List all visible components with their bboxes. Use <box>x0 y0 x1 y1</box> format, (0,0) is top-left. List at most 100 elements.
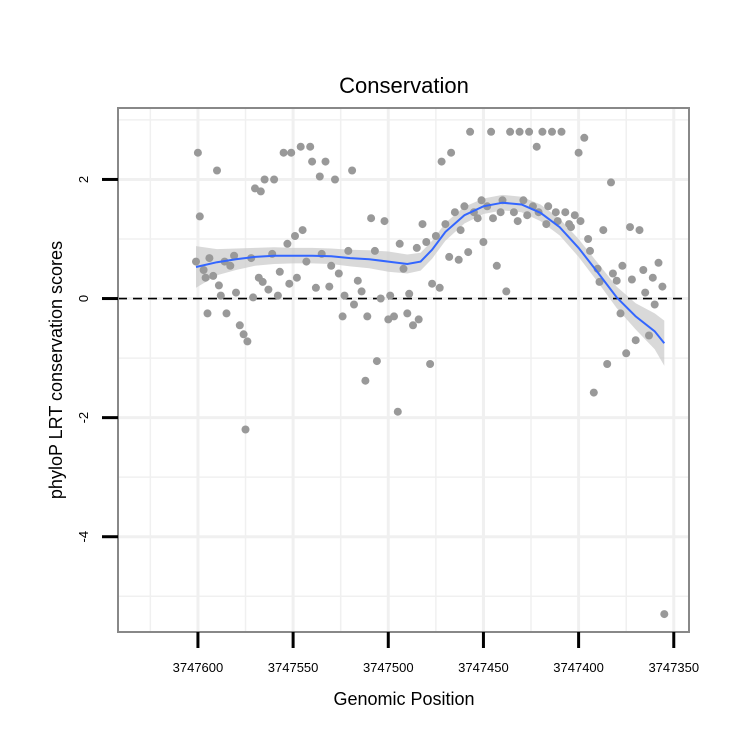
y-tick-label: 2 <box>76 176 91 183</box>
data-point <box>626 223 634 232</box>
data-point <box>327 261 336 270</box>
data-point <box>487 127 496 136</box>
data-point <box>412 243 421 252</box>
data-point <box>519 196 528 205</box>
data-point <box>285 279 294 288</box>
data-point <box>192 257 200 266</box>
data-point <box>567 223 575 232</box>
data-point <box>315 172 324 181</box>
data-point <box>648 273 657 282</box>
data-point <box>239 330 248 339</box>
data-point <box>450 208 459 217</box>
data-point <box>645 331 653 340</box>
data-point <box>367 214 376 223</box>
data-point <box>542 220 551 229</box>
data-point <box>576 217 585 226</box>
smooth-line-layer <box>195 201 666 344</box>
data-point <box>203 309 212 318</box>
data-point <box>302 257 311 266</box>
data-point <box>340 291 349 300</box>
data-point <box>325 282 334 291</box>
data-point <box>338 312 347 321</box>
data-point <box>635 226 644 235</box>
data-point <box>205 254 214 263</box>
data-point <box>513 217 522 226</box>
data-point <box>584 235 593 243</box>
data-point <box>599 226 608 235</box>
x-tick-label: 3747550 <box>268 660 319 675</box>
data-point <box>361 376 370 385</box>
data-point <box>631 336 640 345</box>
data-point <box>370 246 379 255</box>
data-point <box>308 157 317 166</box>
x-tick-label: 3747600 <box>173 660 224 675</box>
data-point <box>456 226 465 235</box>
data-point <box>395 239 404 248</box>
data-point <box>279 148 288 157</box>
x-tick-label: 3747500 <box>363 660 414 675</box>
data-point <box>260 175 269 184</box>
data-point <box>639 266 648 274</box>
data-point <box>426 360 435 368</box>
data-point <box>515 127 524 136</box>
data-point <box>658 282 667 291</box>
data-point <box>660 610 669 619</box>
data-point <box>464 248 473 257</box>
data-point <box>393 407 402 416</box>
data-point <box>226 261 235 270</box>
data-point <box>350 300 358 309</box>
x-axis: 3747600 3747550 3747500 3747450 3747400 37473… <box>173 632 699 675</box>
data-point <box>496 208 505 217</box>
data-point <box>612 276 621 285</box>
data-point <box>548 127 556 136</box>
data-point <box>492 261 501 270</box>
data-point <box>447 148 456 157</box>
data-point <box>489 214 497 223</box>
data-point <box>409 321 417 330</box>
data-point <box>296 142 305 151</box>
data-point <box>595 277 604 286</box>
data-point <box>232 288 240 297</box>
data-point <box>201 273 210 282</box>
data-point <box>306 142 315 151</box>
data-point <box>428 279 437 288</box>
data-point <box>275 267 284 276</box>
y-tick-label: 0 <box>76 295 91 302</box>
data-point <box>586 246 594 255</box>
grid <box>118 108 689 632</box>
data-point <box>298 226 307 235</box>
data-point <box>241 425 250 434</box>
data-point <box>334 269 343 278</box>
data-point <box>399 264 408 273</box>
data-point <box>557 127 566 136</box>
data-point <box>195 212 204 221</box>
chart-title: Conservation <box>339 73 469 98</box>
data-point <box>574 148 583 157</box>
data-point <box>532 142 541 151</box>
data-point <box>580 133 589 142</box>
data-point <box>283 239 292 248</box>
data-point <box>479 238 488 246</box>
data-point <box>445 252 454 261</box>
data-point <box>287 148 296 157</box>
y-tick-label: -2 <box>76 412 91 424</box>
data-point <box>390 312 398 321</box>
data-point <box>561 208 570 217</box>
data-point <box>372 357 381 366</box>
data-point <box>348 166 357 175</box>
data-point <box>525 127 534 136</box>
data-point <box>405 289 414 298</box>
data-point <box>199 266 208 274</box>
data-point <box>589 388 598 397</box>
data-point <box>235 321 244 330</box>
data-point <box>627 275 636 284</box>
data-point <box>435 283 444 292</box>
data-point <box>608 269 617 278</box>
data-point <box>551 208 560 217</box>
x-tick-label: 3747350 <box>648 660 699 675</box>
data-point <box>193 148 202 157</box>
scatter-points <box>192 127 669 619</box>
data-point <box>477 196 486 205</box>
data-point <box>264 285 273 294</box>
